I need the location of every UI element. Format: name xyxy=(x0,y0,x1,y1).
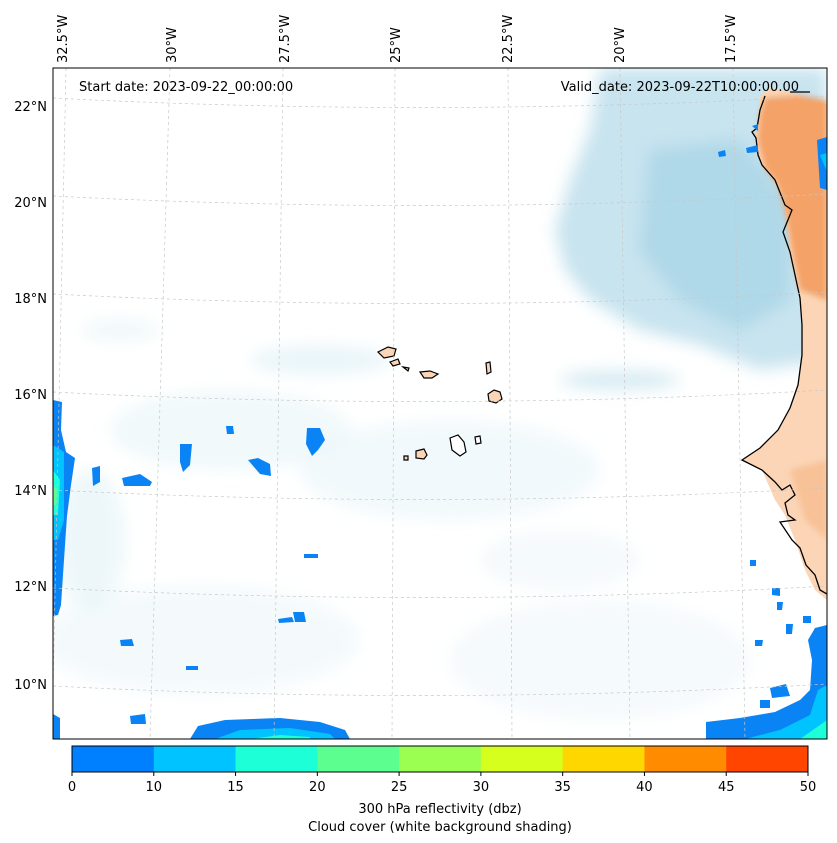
lon-tick-label: 32.5°W xyxy=(56,15,71,63)
colorbar-swatch xyxy=(317,746,400,772)
lon-tick-label: 27.5°W xyxy=(278,15,293,63)
lat-tick-label: 14°N xyxy=(14,484,47,499)
colorbar-tick-label: 15 xyxy=(227,780,244,795)
colorbar-tick-label: 10 xyxy=(146,780,163,795)
map-frame xyxy=(52,67,828,740)
lon-tick-label: 17.5°W xyxy=(724,15,739,63)
colorbar-frame xyxy=(71,745,809,773)
colorbar-swatch xyxy=(153,746,237,772)
colorbar-tick-label: 30 xyxy=(473,780,490,795)
lon-tick-label: 30°W xyxy=(165,27,180,63)
colorbar-swatches xyxy=(72,746,809,772)
reflectivity-echoes xyxy=(53,124,827,739)
gridlines xyxy=(53,68,827,739)
lon-tick-label: 20°W xyxy=(613,27,628,63)
cloud-cover-shading xyxy=(53,68,827,720)
colorbar-swatch xyxy=(480,746,564,772)
colorbar-ticks: 0 10 15 20 25 30 35 40 45 50 xyxy=(68,772,816,795)
colorbar-tick-label: 35 xyxy=(554,780,571,795)
colorbar-subtitle: Cloud cover (white background shading) xyxy=(308,820,572,835)
colorbar-swatch xyxy=(562,746,645,772)
lat-tick-label: 22°N xyxy=(14,100,47,115)
valid-date-label: Valid_date: 2023-09-22T10:00:00.00 xyxy=(561,80,799,95)
colorbar: 0 10 15 20 25 30 35 40 45 50 300 hPa reflectivity… xyxy=(68,745,816,835)
latitude-axis: 22°N 20°N 18°N 16°N 14°N 12°N 10°N xyxy=(14,100,47,693)
lat-tick-label: 16°N xyxy=(14,388,47,403)
colorbar-title: 300 hPa reflectivity (dbz) xyxy=(358,802,521,817)
lat-tick-label: 10°N xyxy=(14,678,47,693)
colorbar-tick-label: 25 xyxy=(391,780,408,795)
lat-tick-label: 12°N xyxy=(14,580,47,595)
lon-tick-label: 22.5°W xyxy=(501,15,516,63)
colorbar-swatch xyxy=(726,746,809,772)
lat-tick-label: 20°N xyxy=(14,196,47,211)
coastline xyxy=(740,91,827,595)
colorbar-swatch xyxy=(235,746,318,772)
colorbar-tick-label: 0 xyxy=(68,780,76,795)
cape-verde-islands xyxy=(376,346,503,461)
lon-tick-label: 25°W xyxy=(389,27,404,63)
longitude-axis: 32.5°W 30°W 27.5°W 25°W 22.5°W 20°W 17.5… xyxy=(56,15,739,63)
colorbar-tick-label: 45 xyxy=(718,780,735,795)
colorbar-tick-label: 50 xyxy=(800,780,817,795)
map-panel: Start date: 2023-09-22_00:00:00 Valid_da… xyxy=(53,68,827,739)
colorbar-tick-label: 20 xyxy=(309,780,326,795)
start-date-label: Start date: 2023-09-22_00:00:00 xyxy=(79,80,293,95)
colorbar-swatch xyxy=(399,746,482,772)
lat-tick-label: 18°N xyxy=(14,292,47,307)
colorbar-tick-label: 40 xyxy=(636,780,653,795)
colorbar-swatch xyxy=(644,746,727,772)
colorbar-swatch xyxy=(72,746,155,772)
